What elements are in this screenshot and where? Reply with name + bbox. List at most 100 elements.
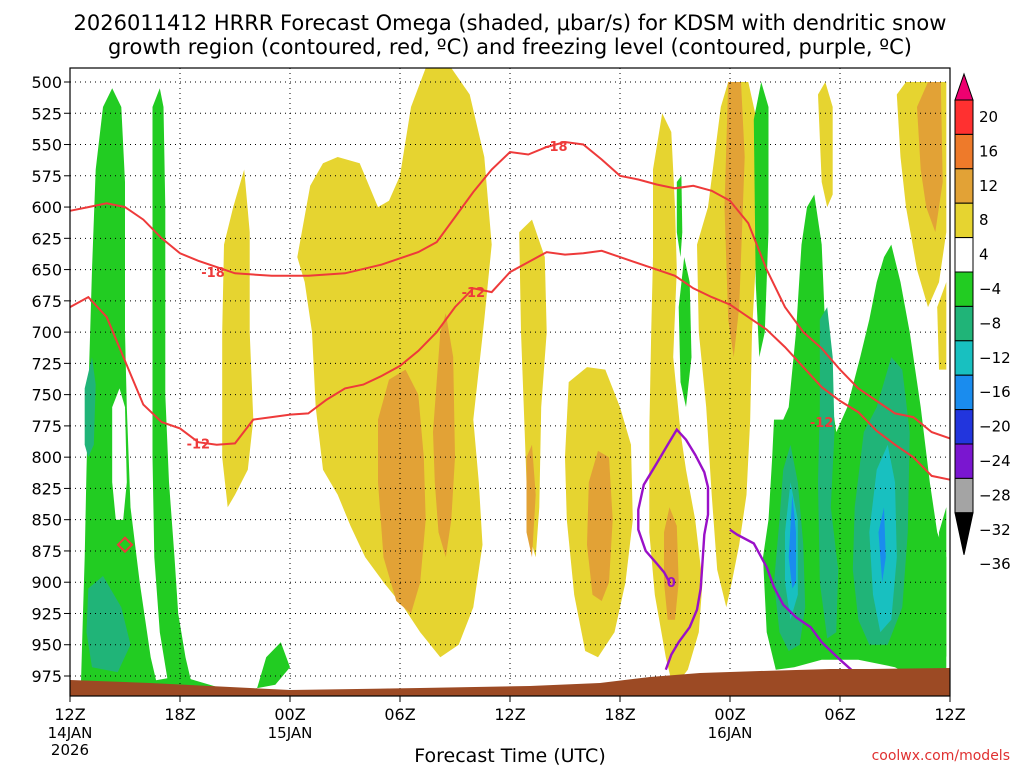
- terrain-ground: [70, 668, 950, 696]
- omega-region-teal-left-blob-lower: [86, 576, 131, 673]
- x-tick-label-12: 00Z: [274, 705, 305, 724]
- colorbar-segment-5: [954, 237, 974, 273]
- omega-region-blue-right-1: [788, 494, 796, 589]
- y-tick-label-925: 925: [31, 604, 62, 623]
- x-tick-label-36: 00Z: [714, 705, 745, 724]
- y-tick-label-700: 700: [31, 323, 62, 342]
- omega-region-green-left-hole: [112, 388, 127, 520]
- y-tick-label-650: 650: [31, 261, 62, 280]
- y-tick-label-750: 750: [31, 386, 62, 405]
- colorbar-label-9: −20: [979, 418, 1011, 436]
- colorbar-segment-7: [954, 305, 974, 342]
- y-tick-label-850: 850: [31, 511, 62, 530]
- dgz-small-contour: [116, 536, 134, 554]
- colorbar-label-8: −16: [979, 383, 1011, 401]
- x-tick-label-0: 12Z: [54, 705, 85, 724]
- colorbar-label-12: −32: [979, 521, 1011, 539]
- colorbar-label-0: 20: [979, 108, 998, 126]
- x-tick-label-24: 12Z: [494, 705, 525, 724]
- omega-region-orange-1: [378, 369, 426, 614]
- omega-region-yellow-3: [519, 219, 547, 558]
- omega-region-yellow-5: [649, 113, 703, 689]
- colorbar-segment-8: [954, 340, 974, 376]
- colorbar: 20 16 12 8 4 −4 −8 −12 −16 −20 −24 −28 −32 −36: [954, 72, 1011, 573]
- omega-region-green-32z-thin: [676, 175, 683, 258]
- y-tick-label-525: 525: [31, 104, 62, 123]
- y-tick-label-825: 825: [31, 479, 62, 498]
- omega-region-green-right-edge: [939, 507, 947, 658]
- colorbar-label-13: −36: [979, 555, 1011, 573]
- colorbar-segment-10: [954, 409, 974, 445]
- colorbar-segment-9: [954, 374, 974, 411]
- colorbar-segment-11: [954, 443, 974, 479]
- omega-shading: [73, 68, 947, 696]
- y-tick-label-500: 500: [31, 73, 62, 92]
- colorbar-segment-6: [954, 271, 974, 307]
- y-tick-label-950: 950: [31, 636, 62, 655]
- dgz-label-minus18-b: -18: [544, 140, 568, 155]
- y-tick-label-550: 550: [31, 136, 62, 155]
- omega-region-yellow-9: [937, 282, 947, 370]
- freezing-level-contour-a: [637, 427, 710, 671]
- omega-region-teal-left-blob-upper: [84, 357, 96, 458]
- colorbar-top-triangle: [954, 72, 974, 101]
- omega-region-green-left: [75, 88, 158, 695]
- dgz-label-minus12-a: -12: [187, 437, 211, 452]
- x-tick-label-6: 18Z: [164, 705, 195, 724]
- y-tick-label-675: 675: [31, 292, 62, 311]
- x-tick-label-18: 06Z: [384, 705, 415, 724]
- y-axis: 500 525 550 575 600 625 650 675 700 725 750 775 800 8…: [31, 73, 70, 686]
- freezing-level-contour-b: [729, 528, 860, 677]
- x-date-label-0: 14JAN: [48, 724, 93, 742]
- colorbar-segment-12: [954, 477, 974, 514]
- plot-area: -18 -18 -12 -12 -12 0: [69, 67, 951, 697]
- x-tick-label-48: 12Z: [934, 705, 965, 724]
- colorbar-bottom-triangle: [954, 512, 974, 555]
- credit-text: coolwx.com/models: [872, 748, 1010, 764]
- y-tick-label-575: 575: [31, 167, 62, 186]
- colorbar-label-10: −24: [979, 452, 1011, 470]
- colorbar-label-4: 4: [979, 246, 989, 264]
- colorbar-label-7: −12: [979, 349, 1011, 367]
- colorbar-label-1: 16: [979, 142, 998, 160]
- x-tick-label-30: 18Z: [604, 705, 635, 724]
- omega-region-yellow-1: [222, 169, 254, 508]
- colorbar-segment-2: [954, 133, 974, 170]
- colorbar-label-6: −8: [979, 314, 1001, 332]
- omega-region-orange-3: [526, 444, 536, 558]
- omega-region-orange-5: [664, 507, 679, 620]
- dgz-contour-minus12: [69, 249, 951, 481]
- omega-region-blue-right-2: [878, 507, 886, 583]
- dgz-label-minus12-c: -12: [810, 416, 834, 431]
- y-tick-label-600: 600: [31, 198, 62, 217]
- y-tick-label-775: 775: [31, 417, 62, 436]
- grid-lines: [69, 68, 951, 696]
- dgz-label-minus12-b: -12: [462, 286, 486, 301]
- omega-region-yellow-6: [697, 82, 760, 608]
- x-date-label-12: 15JAN: [268, 724, 313, 742]
- y-tick-label-800: 800: [31, 448, 62, 467]
- y-tick-label-625: 625: [31, 229, 62, 248]
- omega-region-orange-7: [917, 82, 943, 233]
- y-tick-label-900: 900: [31, 573, 62, 592]
- dgz-contour-minus18: [69, 140, 951, 440]
- colorbar-label-5: −4: [979, 280, 1001, 298]
- colorbar-segment-3: [954, 168, 974, 204]
- omega-region-green-36z-stripe: [753, 82, 769, 358]
- colorbar-segment-4: [954, 202, 974, 239]
- freezing-label-0: 0: [667, 576, 676, 591]
- contours: -18 -18 -12 -12 -12 0: [69, 140, 951, 677]
- omega-region-orange-2: [433, 313, 455, 558]
- y-tick-label-975: 975: [31, 667, 62, 686]
- colorbar-label-11: −28: [979, 486, 1011, 504]
- x-year-label-0: 2026: [51, 741, 89, 759]
- colorbar-label-2: 12: [979, 177, 998, 195]
- x-tick-label-42: 06Z: [824, 705, 855, 724]
- omega-region-orange-4: [587, 450, 613, 601]
- chart-title-line1: 2026011412 HRRR Forecast Omega (shaded, …: [74, 11, 947, 35]
- x-date-label-36: 16JAN: [708, 724, 753, 742]
- x-axis-title: Forecast Time (UTC): [414, 745, 605, 767]
- chart-title-line2: growth region (contoured, red, ºC) and f…: [108, 35, 912, 59]
